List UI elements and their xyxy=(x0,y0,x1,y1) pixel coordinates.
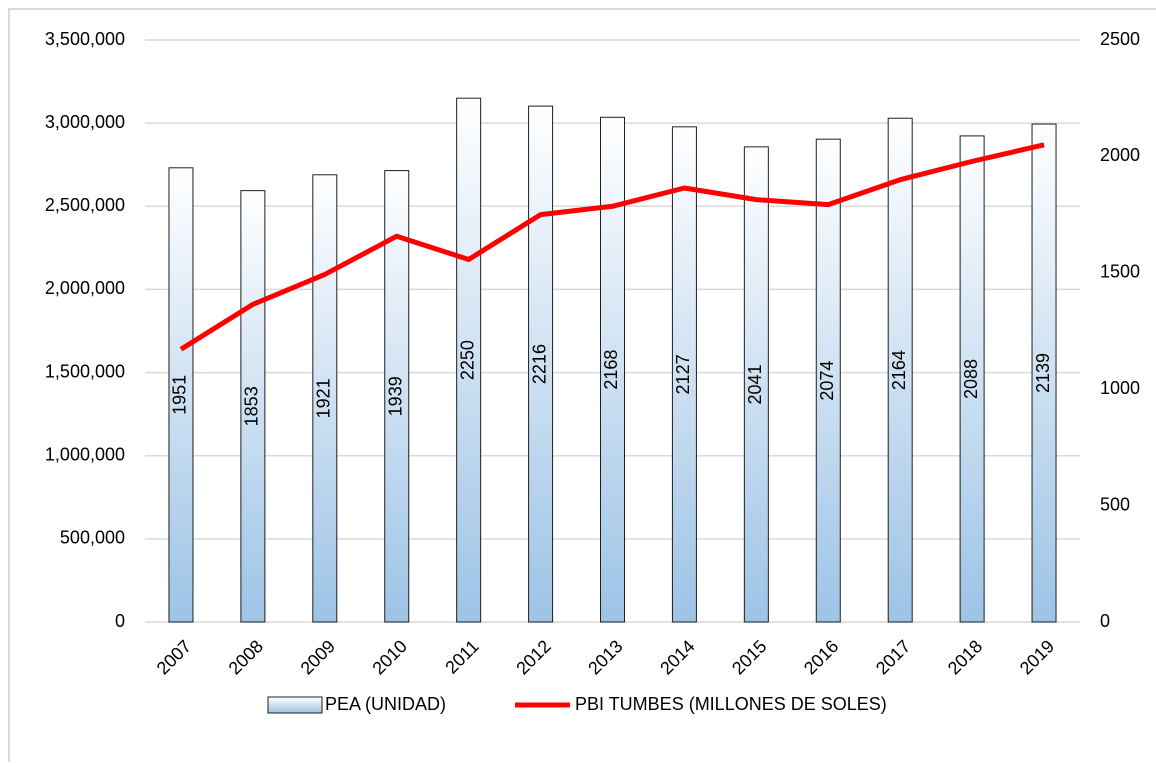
bar xyxy=(168,167,194,623)
bar xyxy=(384,170,410,623)
y2-tick-label: 1500 xyxy=(1100,262,1140,282)
x-tick-label: 2016 xyxy=(800,636,842,678)
y-tick-label: 3,000,000 xyxy=(45,112,125,132)
data-label: 2216 xyxy=(529,344,549,384)
data-label: 2127 xyxy=(673,354,693,394)
data-label: 1921 xyxy=(314,378,334,418)
x-tick-label: 2009 xyxy=(297,636,339,678)
y-tick-label: 3,500,000 xyxy=(45,29,125,49)
x-tick-label: 2015 xyxy=(728,636,770,678)
x-tick-label: 2008 xyxy=(225,636,267,678)
bar xyxy=(887,117,913,623)
bar xyxy=(1031,123,1057,623)
data-label: 2041 xyxy=(745,364,765,404)
y-tick-label: 1,000,000 xyxy=(45,444,125,464)
y-tick-label: 0 xyxy=(115,611,125,631)
bar xyxy=(456,97,482,623)
legend-swatch xyxy=(267,696,323,714)
data-label: 2164 xyxy=(889,350,909,390)
data-label: 2168 xyxy=(601,350,621,390)
x-tick-label: 2013 xyxy=(584,636,626,678)
x-tick-label: 2010 xyxy=(368,636,410,678)
line xyxy=(179,142,1045,352)
data-label: 1951 xyxy=(170,375,190,415)
data-label: 2139 xyxy=(1033,353,1053,393)
x-tick-label: 2014 xyxy=(656,636,698,678)
bar xyxy=(600,116,625,623)
data-label: 2088 xyxy=(961,359,981,399)
y2-tick-label: 2000 xyxy=(1100,145,1140,165)
x-tick-label: 2017 xyxy=(872,636,914,678)
x-tick-label: 2018 xyxy=(944,636,986,678)
legend-label: PEA (UNIDAD) xyxy=(325,694,446,714)
frame xyxy=(8,8,1156,762)
legend-label: PBI TUMBES (MILLONES DE SOLES) xyxy=(575,694,887,714)
x-tick-label: 2011 xyxy=(441,636,483,678)
bar xyxy=(743,146,769,623)
data-label: 2074 xyxy=(817,361,837,401)
y-tick-label: 500,000 xyxy=(60,528,125,548)
y2-tick-label: 0 xyxy=(1100,611,1110,631)
y2-tick-label: 1000 xyxy=(1100,378,1140,398)
data-label: 1939 xyxy=(385,376,405,416)
y2-tick-label: 500 xyxy=(1100,494,1130,514)
bar xyxy=(959,135,985,623)
y2-tick-label: 2500 xyxy=(1100,29,1140,49)
x-tick-label: 2007 xyxy=(153,636,195,678)
bar xyxy=(240,190,266,623)
y-tick-label: 1,500,000 xyxy=(45,361,125,381)
bar xyxy=(528,105,554,623)
y-tick-label: 2,000,000 xyxy=(45,278,125,298)
data-label: 1853 xyxy=(242,386,262,426)
bar xyxy=(671,126,697,623)
y-tick-label: 2,500,000 xyxy=(45,195,125,215)
data-label: 2250 xyxy=(457,340,477,380)
x-tick-label: 2019 xyxy=(1016,636,1058,678)
bar xyxy=(815,138,841,623)
x-tick-label: 2012 xyxy=(512,636,554,678)
bar xyxy=(312,174,338,623)
